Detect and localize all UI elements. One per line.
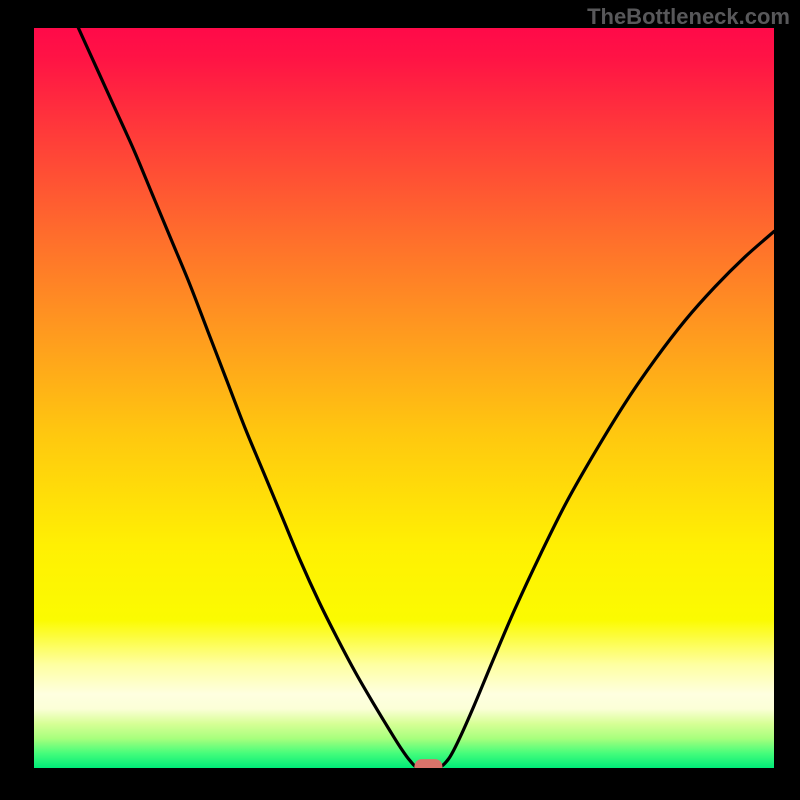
watermark-text: TheBottleneck.com xyxy=(587,4,790,30)
chart-container: TheBottleneck.com xyxy=(0,0,800,800)
optimum-marker xyxy=(414,759,442,768)
plot-area xyxy=(34,28,774,768)
gradient-background xyxy=(34,28,774,768)
plot-svg xyxy=(34,28,774,768)
